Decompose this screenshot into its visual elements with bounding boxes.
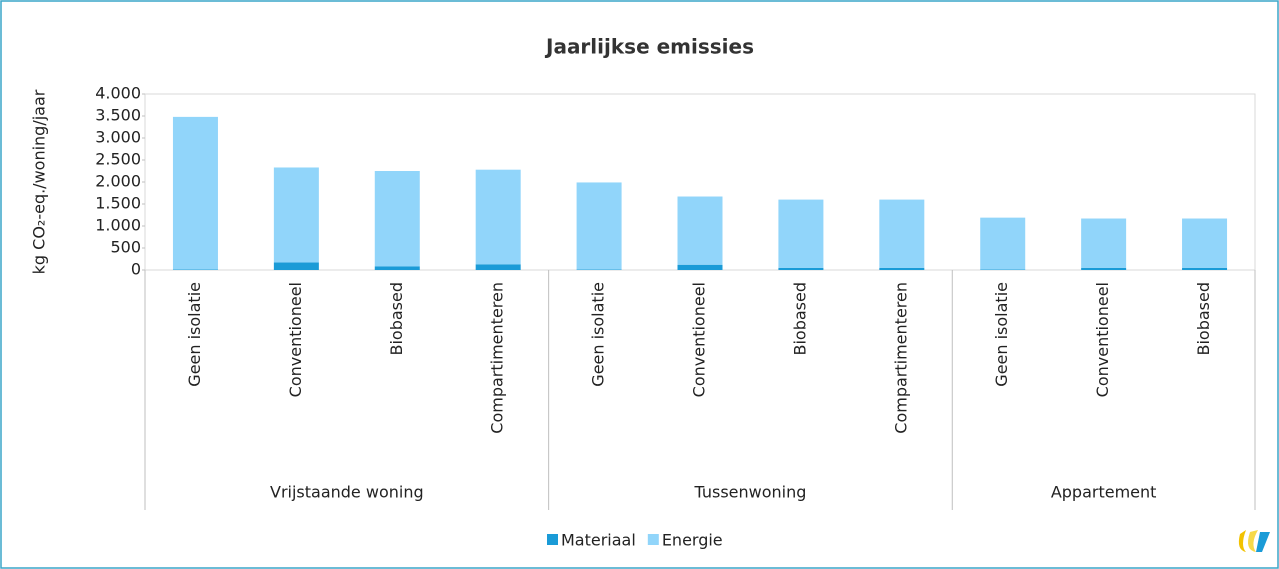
y-tick-label: 1.500	[95, 194, 141, 213]
y-tick-label: 3.500	[95, 106, 141, 125]
y-axis-label: kg CO₂-eq./woning/jaar	[30, 89, 49, 274]
x-tick-label: Geen isolatie	[185, 282, 204, 387]
x-tick-label: Biobased	[790, 282, 809, 356]
legend-label: Materiaal	[561, 531, 636, 550]
group-label: Vrijstaande woning	[270, 483, 424, 502]
bar-segment	[677, 264, 723, 270]
y-tick-label: 3.000	[95, 128, 141, 147]
group-label: Tussenwoning	[694, 483, 807, 502]
bar-segment	[475, 264, 521, 270]
bar-segment	[677, 196, 723, 265]
x-tick-label: Compartimenteren	[488, 282, 507, 434]
bar-segment	[576, 182, 622, 270]
bar-segment	[475, 169, 521, 265]
x-tick-label: Geen isolatie	[589, 282, 608, 387]
bar-segment	[273, 167, 319, 263]
x-tick-label: Conventioneel	[1093, 282, 1112, 397]
x-tick-label: Compartimenteren	[891, 282, 910, 434]
bar-segment	[879, 199, 925, 268]
bar-segment	[778, 199, 824, 268]
legend-swatch	[647, 534, 659, 545]
group-label: Appartement	[1051, 483, 1157, 502]
bar-segment	[1081, 218, 1127, 268]
x-tick-label: Conventioneel	[286, 282, 305, 397]
x-tick-label: Biobased	[1194, 282, 1213, 356]
y-tick-label: 2.500	[95, 150, 141, 169]
y-tick-label: 500	[110, 238, 141, 257]
x-tick-label: Biobased	[387, 282, 406, 356]
bar-segment	[980, 217, 1026, 270]
bar-segment	[778, 267, 824, 270]
y-tick-label: 0	[131, 260, 141, 279]
bar-segment	[374, 171, 420, 267]
legend-swatch	[547, 534, 558, 545]
y-tick-label: 1.000	[95, 216, 141, 235]
legend-label: Energie	[662, 531, 723, 550]
y-tick-label: 4.000	[95, 84, 141, 103]
logo	[1238, 530, 1270, 552]
bar-segment	[273, 262, 319, 270]
x-tick-label: Conventioneel	[690, 282, 709, 397]
bar-segment	[1182, 218, 1228, 268]
x-tick-label: Geen isolatie	[992, 282, 1011, 387]
y-tick-label: 2.000	[95, 172, 141, 191]
bar-segment	[1081, 267, 1127, 270]
bar-segment	[879, 267, 925, 270]
bar-segment	[172, 116, 218, 270]
bar-segment	[1182, 267, 1228, 270]
chart-title: Jaarlijkse emissies	[544, 35, 754, 59]
bar-segment	[374, 266, 420, 270]
